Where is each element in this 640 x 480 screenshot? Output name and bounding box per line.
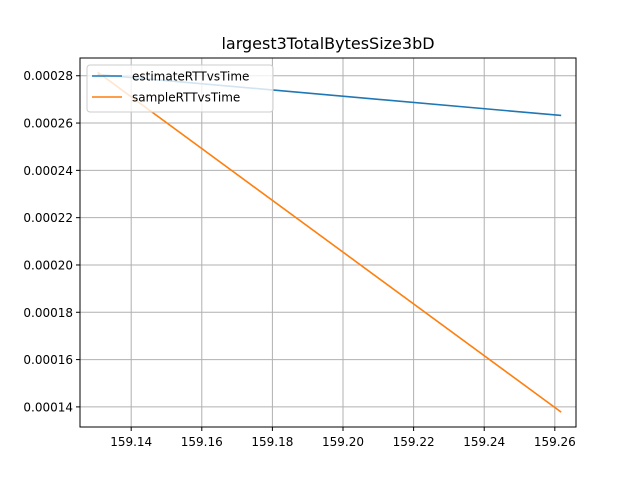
- y-tick-label: 0.00014: [23, 400, 73, 414]
- x-tick-label: 159.22: [393, 435, 435, 449]
- x-tick-label: 159.18: [251, 435, 293, 449]
- y-tick-label: 0.00020: [23, 258, 73, 272]
- axis-ticks: 159.14 159.16 159.18 159.20 159.22 159.24 159.…: [23, 69, 575, 449]
- grid: [80, 58, 576, 427]
- x-tick-label: 159.14: [110, 435, 152, 449]
- series-line-sampleRTTvsTime: [97, 71, 562, 413]
- x-tick-label: 159.24: [463, 435, 505, 449]
- legend-box: [86, 64, 274, 113]
- y-tick-label: 0.00028: [23, 69, 73, 83]
- legend: estimateRTTvsTime sampleRTTvsTime: [86, 64, 274, 113]
- y-tick-label: 0.00026: [23, 117, 73, 131]
- y-tick-label: 0.00018: [23, 306, 73, 320]
- x-tick-label: 159.16: [181, 435, 223, 449]
- x-tick-label: 159.26: [534, 435, 576, 449]
- plot-frame: [79, 57, 577, 428]
- chart-title: largest3TotalBytesSize3bD: [221, 34, 434, 53]
- y-tick-label: 0.00016: [23, 353, 73, 367]
- y-tick-label: 0.00022: [23, 211, 73, 225]
- legend-label: estimateRTTvsTime: [132, 70, 249, 84]
- x-tick-label: 159.20: [322, 435, 364, 449]
- y-tick-label: 0.00024: [23, 164, 73, 178]
- legend-label: sampleRTTvsTime: [132, 91, 240, 105]
